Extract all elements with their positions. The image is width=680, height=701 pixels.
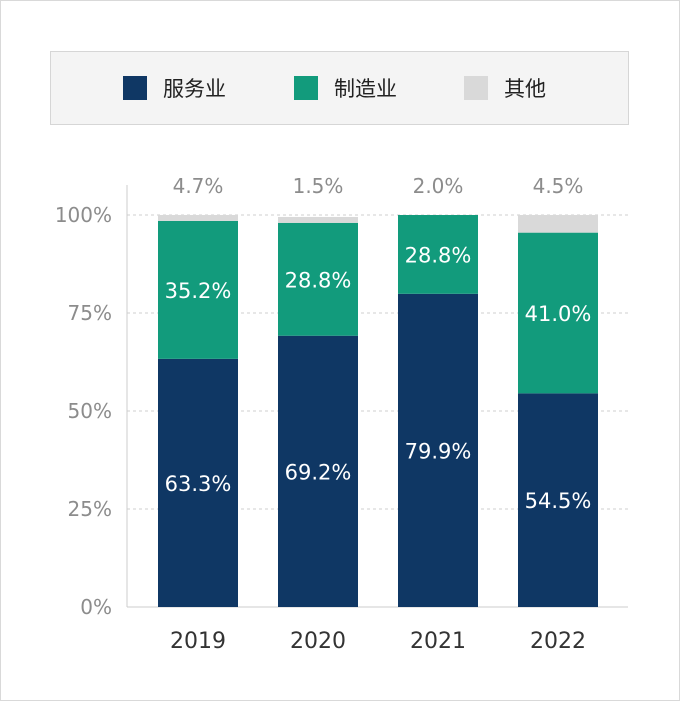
bar-segment xyxy=(158,215,238,221)
x-tick-label: 2022 xyxy=(530,629,586,654)
bar-segment xyxy=(278,335,358,607)
bar-segment xyxy=(278,222,358,336)
bar-segment xyxy=(398,215,478,294)
data-label: 4.7% xyxy=(173,174,224,198)
legend-label-service: 服务业 xyxy=(163,77,226,101)
bar-segment xyxy=(518,215,598,233)
bar-segment xyxy=(398,293,478,607)
legend-item-manufacturing: 制造业 xyxy=(294,76,397,101)
legend-swatch-service xyxy=(123,76,147,100)
data-label: 79.9% xyxy=(405,439,472,463)
y-tick-label: 50% xyxy=(68,399,112,423)
legend: 服务业 制造业 其他 xyxy=(50,51,629,125)
data-label: 2.0% xyxy=(413,174,464,198)
bar-segment xyxy=(518,232,598,394)
legend-item-other: 其他 xyxy=(464,76,546,101)
y-tick-label: 75% xyxy=(68,301,112,325)
legend-item-service: 服务业 xyxy=(123,76,226,101)
x-tick-label: 2021 xyxy=(410,629,466,654)
data-label: 28.8% xyxy=(405,243,472,267)
y-tick-label: 100% xyxy=(55,203,112,227)
bar-segment xyxy=(158,358,238,607)
data-label: 28.8% xyxy=(285,268,352,292)
legend-label-manufacturing: 制造业 xyxy=(334,77,397,101)
bar-segment xyxy=(278,216,358,223)
x-tick-label: 2019 xyxy=(170,629,226,654)
data-label: 4.5% xyxy=(533,174,584,198)
legend-swatch-other xyxy=(464,76,488,100)
data-label: 63.3% xyxy=(165,472,232,496)
legend-label-other: 其他 xyxy=(504,77,546,101)
data-label: 54.5% xyxy=(525,489,592,513)
data-label: 35.2% xyxy=(165,279,232,303)
legend-swatch-manufacturing xyxy=(294,76,318,100)
x-tick-label: 2020 xyxy=(290,629,346,654)
bar-segment xyxy=(518,393,598,607)
data-label: 41.0% xyxy=(525,302,592,326)
bar-segment xyxy=(158,220,238,359)
data-label: 69.2% xyxy=(285,460,352,484)
data-label: 1.5% xyxy=(293,174,344,198)
y-tick-label: 0% xyxy=(80,595,112,619)
y-tick-label: 25% xyxy=(68,497,112,521)
